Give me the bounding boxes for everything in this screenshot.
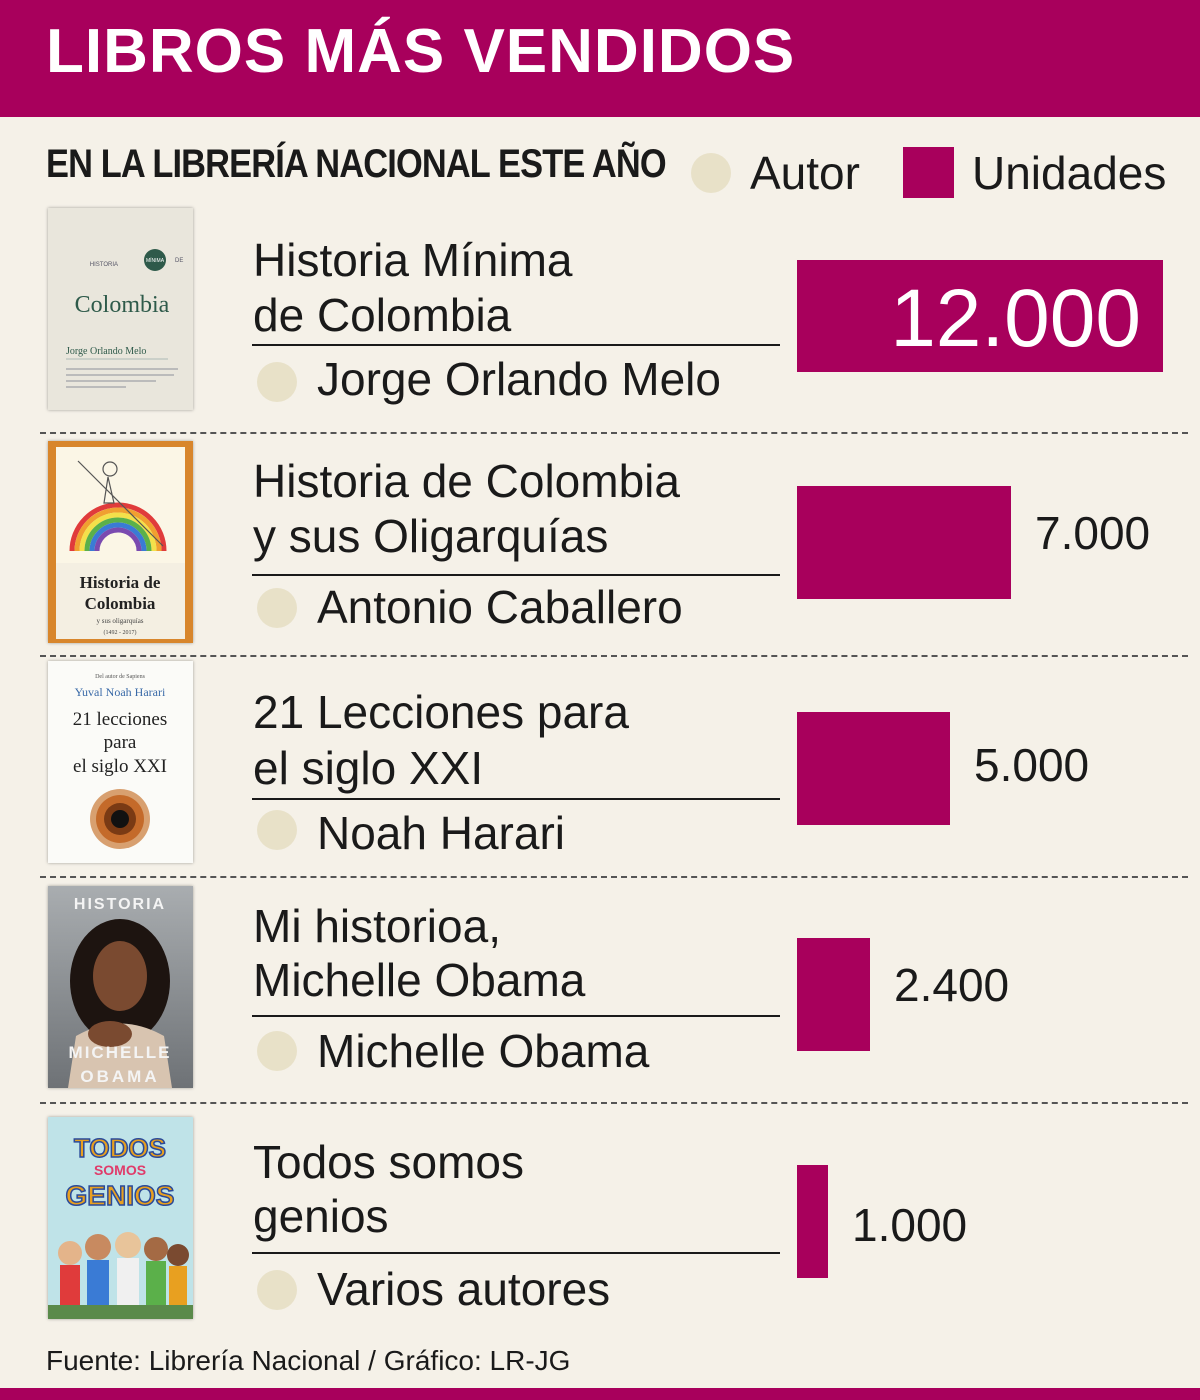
cover-5-line1: TODOS [74,1133,166,1163]
book-title-1-line-2: de Colombia [253,289,512,341]
bar-3 [797,712,950,825]
bar-value-3: 5.000 [974,739,1090,791]
author-dot-icon-3 [257,810,297,850]
cover-3-line1: 21 lecciones [73,709,167,730]
cover-2-line4: (1492 - 2017) [104,629,137,636]
cover-2-line1: Historia de [80,573,161,592]
title-underline-4 [252,1015,780,1017]
book-cover-2: Historia de Colombia y sus oligarquías (… [48,441,193,643]
cover-4-name1: MICHELLE [69,1043,172,1062]
cover-4-name2: OBAMA [80,1067,159,1086]
book-cover-1: HISTORIA MÍNIMA DE Colombia Jorge Orland… [48,208,193,410]
book-title-5-line-1: Todos somos [253,1136,525,1188]
row-divider-2 [40,655,1188,657]
cover-1-series: HISTORIA [90,262,118,268]
author-dot-icon-4 [257,1031,297,1071]
book-author-5: Varios autores [317,1263,611,1315]
book-author-1: Jorge Orlando Melo [317,353,721,405]
title-underline-1 [252,344,780,346]
legend-author-label: Autor [750,147,860,199]
source-note: Fuente: Librería Nacional / Gráfico: LR-… [46,1345,571,1376]
row-divider-1 [40,432,1188,434]
book-title-3-line-1: 21 Lecciones para [253,686,629,738]
cover-4-top: HISTORIA [74,896,166,913]
cover-illustration-4: HISTORIA MICHELLE OBAMA [48,886,193,1088]
cover-5-line2: SOMOS [94,1162,146,1178]
chart-title: LIBROS MÁS VENDIDOS [46,17,796,86]
cover-illustration-5: TODOS SOMOS GENIOS [48,1117,193,1319]
book-author-3: Noah Harari [317,807,565,859]
title-underline-3 [252,798,780,800]
cover-illustration-2: Historia de Colombia y sus oligarquías (… [56,447,185,639]
cover-2-line2: Colombia [85,594,156,613]
author-dot-icon-5 [257,1270,297,1310]
cover-3-author: Yuval Noah Harari [75,685,166,699]
cover-3-line3: el siglo XXI [73,756,167,777]
book-title-2-line-1: Historia de Colombia [253,455,680,507]
bar-2 [797,486,1011,599]
book-author-2: Antonio Caballero [317,581,683,633]
bar-5 [797,1165,828,1278]
book-cover-3: Del autor de Sapiens Yuval Noah Harari 2… [48,661,193,863]
legend-units-square-icon [903,147,954,198]
book-author-4: Michelle Obama [317,1025,650,1077]
book-title-2-line-2: y sus Oligarquías [253,510,609,562]
footer-bar [0,1388,1200,1400]
bar-value-2: 7.000 [1035,507,1151,559]
title-underline-2 [252,574,780,576]
cover-1-author: Jorge Orlando Melo [66,346,146,357]
bar-1 [797,260,1163,372]
row-divider-4 [40,1102,1188,1104]
book-title-3-line-2: el siglo XXI [253,742,484,794]
cover-1-badge: MÍNIMA [146,257,165,264]
bar-value-4: 2.400 [894,959,1010,1011]
cover-1-de: DE [175,258,183,264]
title-underline-5 [252,1252,780,1254]
bar-value-1: 12.000 [890,273,1141,364]
chart-subtitle: EN LA LIBRERÍA NACIONAL ESTE AÑO [46,142,667,186]
bar-4 [797,938,870,1051]
cover-5-line3: GENIOS [66,1180,175,1211]
cover-3-line2: para [104,732,137,753]
legend-author-dot-icon [691,153,731,193]
header-banner: LIBROS MÁS VENDIDOS [0,0,1200,117]
book-title-5-line-2: genios [253,1190,389,1242]
book-title-1-line-1: Historia Mínima [253,234,573,286]
legend-units-label: Unidades [972,147,1167,199]
book-title-4-line-2: Michelle Obama [253,954,586,1006]
book-cover-4: HISTORIA MICHELLE OBAMA [48,886,193,1088]
bar-value-5: 1.000 [852,1199,968,1251]
book-cover-5: TODOS SOMOS GENIOS [48,1117,193,1319]
cover-illustration-1: HISTORIA MÍNIMA DE Colombia Jorge Orland… [66,249,183,388]
book-title-4-line-1: Mi historioa, [253,900,501,952]
row-divider-3 [40,876,1188,878]
author-dot-icon-2 [257,588,297,628]
cover-2-line3: y sus oligarquías [96,617,143,625]
cover-3-pre: Del autor de Sapiens [95,674,145,680]
cover-illustration-3: Del autor de Sapiens Yuval Noah Harari 2… [73,674,167,849]
cover-1-name: Colombia [75,292,170,318]
author-dot-icon-1 [257,362,297,402]
